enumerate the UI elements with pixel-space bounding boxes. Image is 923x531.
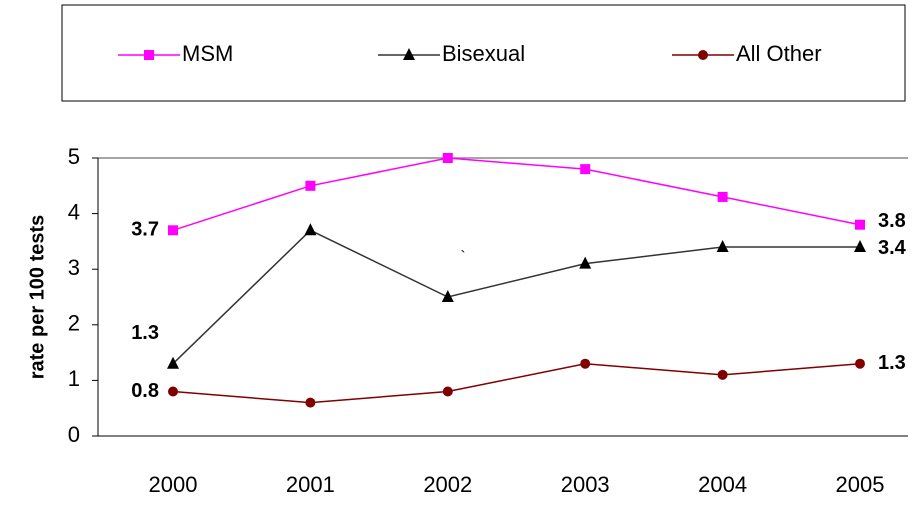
point-marker: [442, 153, 453, 163]
x-tick-label: 2005: [836, 472, 885, 497]
y-tick-label: 2: [68, 311, 80, 336]
annotation: `: [460, 249, 465, 266]
point-marker: [579, 256, 592, 269]
point-marker: [717, 369, 728, 380]
point-marker: [854, 239, 866, 252]
data-label: 3.8: [878, 210, 906, 232]
data-label: 3.4: [878, 237, 907, 259]
point-marker: [580, 164, 591, 175]
point-marker: [580, 358, 591, 369]
series-line: [172, 229, 860, 365]
point-marker: [717, 191, 728, 202]
point-marker: [855, 219, 865, 230]
point-marker: [305, 397, 316, 408]
point-marker: [716, 239, 729, 252]
x-tick-label: 2001: [286, 472, 335, 497]
point-marker: [167, 356, 179, 369]
y-tick-label: 3: [68, 255, 80, 280]
y-axis-label: rate per 100 tests: [26, 215, 48, 380]
y-tick-label: 5: [68, 144, 80, 169]
series-line: [172, 157, 861, 231]
data-label: 1.3: [878, 352, 906, 374]
x-tick-label: 2003: [561, 472, 610, 497]
x-tick-label: 2004: [698, 472, 747, 497]
point-marker: [441, 290, 454, 302]
legend-marker: [403, 48, 415, 60]
data-label: 0.8: [131, 380, 159, 402]
data-label: 3.7: [131, 219, 159, 241]
legend-label: Bisexual: [442, 41, 525, 66]
y-tick-label: 1: [68, 366, 80, 391]
point-marker: [168, 225, 178, 236]
legend-marker: [144, 50, 154, 60]
x-tick-label: 2002: [423, 472, 472, 497]
legend-marker: [698, 50, 708, 60]
x-tick-label: 2000: [149, 472, 198, 497]
legend-label: MSM: [182, 41, 233, 66]
data-label: 1.3: [131, 322, 159, 344]
point-marker: [168, 386, 178, 397]
y-tick-label: 4: [68, 199, 80, 224]
legend-box: [61, 4, 906, 102]
point-marker: [442, 386, 453, 397]
point-marker: [305, 180, 316, 191]
y-tick-label: 0: [68, 422, 80, 447]
legend-label: All Other: [736, 41, 822, 66]
point-marker: [304, 223, 317, 236]
series-line: [172, 362, 861, 404]
point-marker: [855, 358, 865, 369]
